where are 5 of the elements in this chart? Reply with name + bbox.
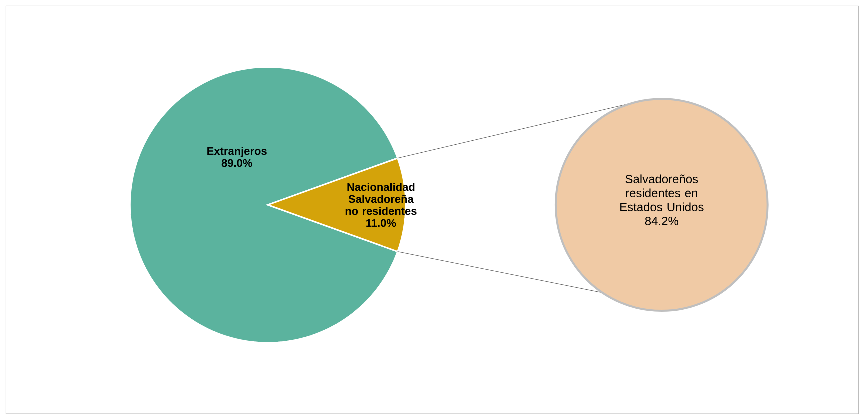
category-label: Salvadoreños residentes en Estados Unidos xyxy=(620,174,704,212)
data-label: 89.0% xyxy=(222,159,252,168)
slice-label: Extranjeros xyxy=(208,146,267,158)
data-label: 11.0% xyxy=(366,219,396,228)
data-label: 84.2% xyxy=(645,216,678,226)
